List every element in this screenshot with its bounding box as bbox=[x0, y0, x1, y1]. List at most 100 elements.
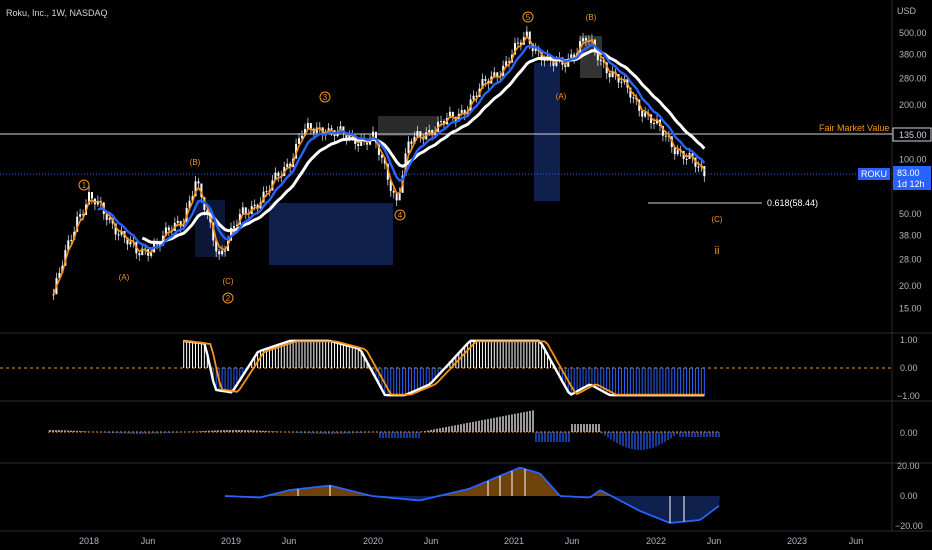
time-label: Jun bbox=[141, 536, 156, 546]
candle-body bbox=[230, 227, 232, 241]
candle-body bbox=[570, 54, 573, 59]
candle-body bbox=[79, 214, 82, 217]
slow-moving-average bbox=[141, 49, 706, 245]
wave-label: (B) bbox=[190, 158, 201, 167]
candle-body bbox=[70, 239, 73, 241]
candle-body bbox=[67, 240, 70, 251]
candle-body bbox=[528, 31, 531, 44]
price-tick: 15.00 bbox=[899, 304, 922, 314]
candle-body bbox=[673, 147, 676, 155]
candle-body bbox=[440, 121, 443, 123]
candle-body bbox=[256, 204, 259, 209]
candle-body bbox=[484, 78, 487, 81]
candle-body bbox=[481, 78, 484, 89]
time-label: 2022 bbox=[646, 536, 666, 546]
candle-body bbox=[552, 60, 555, 66]
candle-body bbox=[508, 61, 511, 63]
zone bbox=[269, 203, 393, 265]
candle-body bbox=[653, 123, 656, 125]
candle-body bbox=[265, 191, 268, 193]
candle-body bbox=[596, 50, 599, 61]
candle-body bbox=[191, 196, 194, 201]
candle-body bbox=[369, 139, 372, 145]
candle-body bbox=[564, 64, 567, 67]
candle-body bbox=[357, 143, 360, 146]
candle-body bbox=[64, 250, 67, 266]
wave-label: (A) bbox=[119, 273, 130, 282]
candle-body bbox=[555, 61, 558, 66]
time-label: 2019 bbox=[221, 536, 241, 546]
candle-body bbox=[212, 222, 215, 241]
price-tick: 20.00 bbox=[899, 281, 922, 291]
price-tick: 380.00 bbox=[899, 50, 927, 60]
candle-body bbox=[487, 80, 490, 84]
candle-body bbox=[167, 227, 170, 231]
wave-label: (C) bbox=[222, 277, 233, 286]
time-label: 2023 bbox=[787, 536, 807, 546]
fib-label: 0.618(58.44) bbox=[767, 198, 818, 208]
candle-body bbox=[629, 87, 632, 98]
symbol-tag bbox=[858, 168, 890, 180]
indicator3-negative-area bbox=[225, 496, 720, 523]
candle-body bbox=[82, 214, 85, 216]
candle-body bbox=[138, 253, 141, 256]
indicator1-tick: 0.00 bbox=[900, 363, 918, 373]
candle-body bbox=[179, 220, 182, 227]
candle-body bbox=[656, 119, 658, 124]
candle-body bbox=[585, 38, 587, 41]
candle-body bbox=[697, 166, 700, 168]
candle-body bbox=[398, 192, 401, 201]
candle-body bbox=[289, 163, 292, 168]
candle-body bbox=[505, 61, 508, 66]
candle-body bbox=[611, 71, 614, 78]
candle-body bbox=[451, 111, 454, 118]
candle-body bbox=[431, 130, 434, 135]
candle-body bbox=[567, 58, 570, 67]
wave-circle bbox=[222, 292, 234, 304]
candle-body bbox=[117, 234, 120, 236]
candle-body bbox=[525, 31, 528, 38]
candle-body bbox=[516, 42, 519, 44]
candle-body bbox=[457, 113, 460, 122]
candle-body bbox=[303, 128, 306, 136]
wave-label: 5 bbox=[526, 13, 531, 22]
wave-label: 4 bbox=[398, 211, 403, 220]
wave-circle bbox=[522, 11, 534, 23]
candle-body bbox=[534, 48, 537, 52]
candle-body bbox=[688, 153, 691, 160]
candle-body bbox=[295, 143, 298, 159]
candle-body bbox=[215, 240, 218, 252]
candle-body bbox=[141, 248, 144, 256]
candle-body bbox=[298, 138, 301, 144]
candle-body bbox=[419, 131, 422, 137]
wave-circle bbox=[394, 209, 406, 221]
wave-labels: 1 (B) (A) (C) 2 3 4 5 (B) (A) (C) ii bbox=[78, 11, 723, 304]
candle-body bbox=[52, 294, 55, 296]
price-tick: 200.00 bbox=[899, 100, 927, 110]
wave-label: (B) bbox=[586, 13, 597, 22]
indicator1-tick: 1.00 bbox=[900, 335, 918, 345]
candle-body bbox=[197, 181, 200, 184]
candle-body bbox=[58, 272, 61, 278]
candle-body bbox=[126, 237, 129, 245]
zones bbox=[195, 36, 602, 265]
price-tick: 50.00 bbox=[899, 209, 922, 219]
price-tick: 500.00 bbox=[899, 28, 927, 38]
wave-label: 3 bbox=[323, 93, 328, 102]
candle-body bbox=[306, 123, 309, 129]
candle-body bbox=[360, 139, 363, 146]
candle-body bbox=[342, 126, 345, 133]
candle-body bbox=[407, 141, 410, 154]
candle-body bbox=[413, 136, 416, 144]
candle-body bbox=[244, 207, 247, 214]
candle-body bbox=[88, 192, 90, 205]
candle-body bbox=[573, 54, 576, 58]
candle-body bbox=[232, 226, 235, 228]
chart-title: Roku, Inc., 1W, NASDAQ bbox=[6, 8, 108, 18]
price-tick: 28.00 bbox=[899, 255, 922, 265]
candle-body bbox=[448, 111, 451, 119]
indicator3-tick: 20.00 bbox=[897, 461, 920, 471]
candle-body bbox=[176, 220, 179, 223]
candle-body bbox=[392, 190, 395, 193]
time-label: Jun bbox=[282, 536, 297, 546]
